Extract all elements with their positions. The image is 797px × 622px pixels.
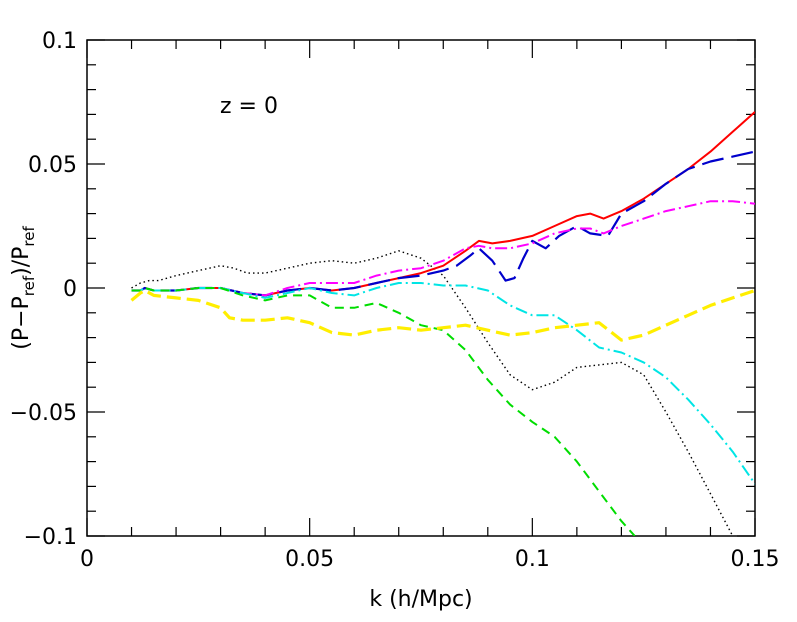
- y-tick-label: −0.1: [24, 525, 77, 550]
- y-title-sub-1: ref: [20, 275, 38, 296]
- y-tick-label: −0.05: [10, 401, 77, 426]
- series-line-4: [131, 200, 755, 297]
- series-line-6: [131, 287, 636, 536]
- x-tick-label: 0.05: [285, 547, 334, 572]
- series-layer: [130, 111, 755, 536]
- x-tick-label: 0.15: [731, 547, 780, 572]
- x-tick-label: 0: [80, 547, 94, 572]
- tick-marks: [86, 39, 756, 537]
- y-tick-label: 0: [63, 277, 77, 302]
- y-axis-title: (P−Pref)/Pref: [9, 226, 38, 350]
- y-title-open: (P: [9, 328, 34, 350]
- svg-text:(P−Pref)/Pref: (P−Pref)/Pref: [9, 226, 38, 350]
- redshift-annotation: z = 0: [220, 94, 278, 119]
- series-line-1: [131, 250, 734, 536]
- x-axis-title: k (h/Mpc): [369, 587, 472, 612]
- plot-frame: [86, 39, 756, 537]
- x-tick-label: 0.1: [515, 547, 550, 572]
- series-line-7: [130, 288, 755, 342]
- series-line-3: [131, 150, 755, 297]
- y-tick-label: 0.05: [28, 153, 77, 178]
- tick-labels: 0 0.05 0.1 0.15 −0.1 −0.05 0 0.05 0.1: [10, 29, 780, 572]
- series-line-2: [131, 111, 755, 297]
- y-title-minus: −P: [9, 296, 34, 328]
- y-title-sub-2: ref: [20, 226, 38, 247]
- y-title-middle: )/P: [9, 247, 34, 276]
- y-tick-label: 0.1: [42, 29, 77, 54]
